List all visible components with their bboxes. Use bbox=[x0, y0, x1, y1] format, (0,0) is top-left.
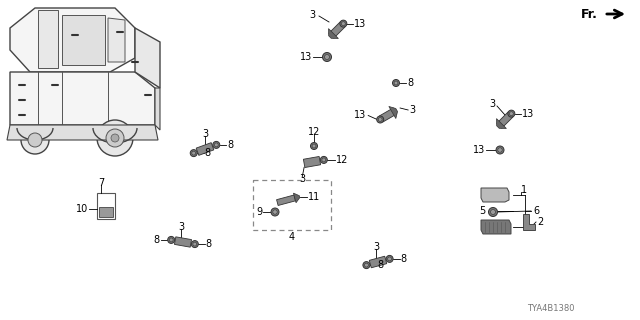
Polygon shape bbox=[62, 15, 105, 65]
Circle shape bbox=[21, 126, 49, 154]
Polygon shape bbox=[155, 88, 160, 130]
Polygon shape bbox=[38, 10, 58, 68]
Circle shape bbox=[508, 110, 515, 117]
Circle shape bbox=[377, 116, 384, 123]
Circle shape bbox=[212, 141, 220, 148]
Circle shape bbox=[28, 133, 42, 147]
Circle shape bbox=[341, 22, 346, 26]
Text: 3: 3 bbox=[409, 105, 415, 115]
Circle shape bbox=[490, 210, 495, 214]
Circle shape bbox=[193, 242, 196, 246]
Text: 13: 13 bbox=[473, 145, 485, 155]
Circle shape bbox=[388, 257, 392, 261]
Polygon shape bbox=[369, 256, 387, 268]
Circle shape bbox=[192, 151, 196, 155]
Text: 8: 8 bbox=[227, 140, 234, 150]
Circle shape bbox=[363, 262, 370, 268]
Polygon shape bbox=[328, 28, 339, 38]
Text: 5: 5 bbox=[479, 206, 485, 216]
Text: 8: 8 bbox=[206, 239, 212, 249]
Circle shape bbox=[97, 120, 133, 156]
Polygon shape bbox=[389, 107, 397, 119]
Text: 11: 11 bbox=[308, 192, 320, 202]
Circle shape bbox=[111, 134, 119, 142]
Circle shape bbox=[386, 255, 393, 262]
Text: 8: 8 bbox=[407, 78, 413, 88]
Polygon shape bbox=[276, 195, 296, 205]
Polygon shape bbox=[10, 125, 155, 133]
Circle shape bbox=[496, 146, 504, 154]
Polygon shape bbox=[497, 119, 506, 129]
Polygon shape bbox=[293, 193, 300, 203]
Circle shape bbox=[365, 263, 369, 267]
Circle shape bbox=[323, 52, 332, 61]
Text: 3: 3 bbox=[202, 129, 208, 139]
Circle shape bbox=[168, 236, 175, 244]
Text: 12: 12 bbox=[308, 127, 320, 137]
Text: 4: 4 bbox=[289, 232, 295, 242]
Text: Fr.: Fr. bbox=[581, 7, 598, 20]
Polygon shape bbox=[196, 143, 214, 155]
Circle shape bbox=[273, 210, 277, 214]
Polygon shape bbox=[175, 237, 191, 247]
Circle shape bbox=[498, 148, 502, 152]
Polygon shape bbox=[481, 220, 511, 234]
Text: 3: 3 bbox=[373, 242, 379, 252]
Text: 7: 7 bbox=[98, 178, 104, 188]
Text: 1: 1 bbox=[521, 185, 527, 195]
Polygon shape bbox=[380, 108, 397, 122]
Polygon shape bbox=[481, 188, 509, 202]
Text: 13: 13 bbox=[522, 108, 534, 119]
Circle shape bbox=[324, 54, 330, 60]
Text: 2: 2 bbox=[537, 217, 543, 227]
Circle shape bbox=[378, 117, 382, 121]
Circle shape bbox=[312, 144, 316, 148]
Circle shape bbox=[191, 241, 198, 248]
Circle shape bbox=[169, 238, 173, 242]
Text: 10: 10 bbox=[76, 204, 88, 214]
Polygon shape bbox=[108, 18, 125, 62]
Text: 8: 8 bbox=[205, 148, 211, 158]
Text: 13: 13 bbox=[354, 109, 366, 119]
Polygon shape bbox=[497, 112, 513, 128]
Circle shape bbox=[190, 150, 197, 156]
Text: 9: 9 bbox=[256, 207, 262, 217]
Text: 8: 8 bbox=[378, 260, 383, 270]
Circle shape bbox=[214, 143, 218, 147]
Bar bbox=[99, 207, 113, 217]
Polygon shape bbox=[10, 8, 135, 72]
Text: 6: 6 bbox=[533, 206, 539, 216]
Polygon shape bbox=[523, 214, 535, 230]
Text: 13: 13 bbox=[300, 52, 312, 62]
Circle shape bbox=[320, 156, 327, 164]
Polygon shape bbox=[303, 156, 321, 168]
Text: 3: 3 bbox=[178, 222, 184, 232]
Circle shape bbox=[310, 142, 317, 149]
Text: TYA4B1380: TYA4B1380 bbox=[527, 304, 575, 313]
Polygon shape bbox=[7, 125, 158, 140]
Circle shape bbox=[271, 208, 279, 216]
Circle shape bbox=[340, 20, 347, 27]
Circle shape bbox=[394, 81, 398, 85]
Text: 3: 3 bbox=[299, 174, 305, 184]
Polygon shape bbox=[329, 22, 345, 38]
Text: 8: 8 bbox=[401, 254, 406, 264]
Text: 3: 3 bbox=[489, 99, 495, 109]
Circle shape bbox=[392, 79, 399, 86]
Text: 12: 12 bbox=[336, 155, 348, 165]
Polygon shape bbox=[135, 28, 160, 88]
Text: 13: 13 bbox=[355, 19, 367, 28]
Text: 8: 8 bbox=[153, 235, 159, 245]
Circle shape bbox=[106, 129, 124, 147]
Text: 3: 3 bbox=[309, 10, 315, 20]
Circle shape bbox=[322, 158, 326, 162]
Polygon shape bbox=[10, 72, 155, 125]
Circle shape bbox=[509, 112, 513, 116]
Bar bbox=[97, 193, 115, 219]
Circle shape bbox=[488, 207, 497, 217]
